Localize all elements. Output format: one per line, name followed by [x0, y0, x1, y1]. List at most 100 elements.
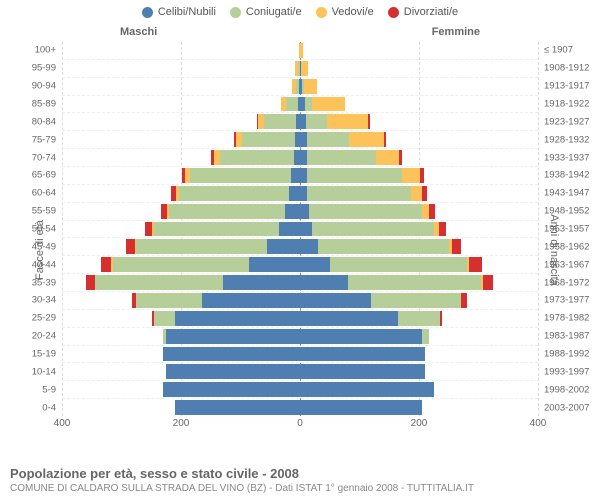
pyramid-row: 65-691938-1942: [62, 166, 538, 184]
birth-year-label: 1908-1912: [538, 63, 589, 74]
age-label: 30-34: [32, 295, 62, 306]
segment-ved: [300, 43, 303, 58]
age-label: 40-44: [32, 259, 62, 270]
birth-year-label: 1958-1962: [538, 241, 589, 252]
birth-year-label: 1983-1987: [538, 331, 589, 342]
segment-con: [348, 275, 482, 290]
segment-cel: [166, 329, 300, 344]
bar-right: [300, 114, 538, 129]
pyramid-row: 95-991908-1912: [62, 59, 538, 77]
x-tick-label: 400: [530, 418, 547, 429]
segment-cel: [285, 204, 300, 219]
pyramid-row: 20-241983-1987: [62, 327, 538, 345]
bar-right: [300, 97, 538, 112]
segment-con: [398, 311, 440, 326]
age-label: 5-9: [42, 384, 62, 395]
legend-label: Celibi/Nubili: [158, 6, 216, 18]
segment-div: [86, 275, 95, 290]
segment-con: [330, 257, 467, 272]
segment-ved: [312, 97, 345, 112]
segment-div: [440, 311, 442, 326]
segment-con: [154, 222, 279, 237]
segment-con: [179, 186, 289, 201]
segment-div: [483, 275, 494, 290]
bar-left: [62, 204, 300, 219]
bar-right: [300, 222, 538, 237]
bar-right: [300, 275, 538, 290]
age-label: 75-79: [32, 134, 62, 145]
segment-cel: [223, 275, 300, 290]
segment-div: [452, 239, 461, 254]
segment-con: [136, 239, 267, 254]
legend-item: Divorziati/e: [388, 6, 458, 18]
legend-label: Coniugati/e: [246, 6, 302, 18]
segment-ved: [411, 186, 422, 201]
legend-swatch: [316, 7, 327, 18]
pyramid-row: 55-591948-1952: [62, 202, 538, 220]
age-label: 55-59: [32, 206, 62, 217]
birth-year-label: 1928-1932: [538, 134, 589, 145]
pyramid-row: 25-291978-1982: [62, 309, 538, 327]
bar-right: [300, 400, 538, 415]
bar-left: [62, 400, 300, 415]
bar-right: [300, 382, 538, 397]
pyramid-row: 15-191988-1992: [62, 345, 538, 363]
pyramid-row: 0-42003-2007: [62, 398, 538, 416]
bar-left: [62, 114, 300, 129]
pyramid-row: 35-391968-1972: [62, 273, 538, 291]
segment-con: [312, 222, 434, 237]
segment-ved: [327, 114, 369, 129]
bar-right: [300, 239, 538, 254]
bar-left: [62, 79, 300, 94]
birth-year-label: 1988-1992: [538, 349, 589, 360]
x-axis-labels: 4002000200400: [62, 418, 538, 432]
age-label: 85-89: [32, 99, 62, 110]
birth-year-label: 1998-2002: [538, 384, 589, 395]
legend-item: Celibi/Nubili: [142, 6, 216, 18]
segment-cel: [175, 400, 300, 415]
segment-con: [242, 132, 296, 147]
legend-label: Divorziati/e: [404, 6, 458, 18]
legend-swatch: [142, 7, 153, 18]
bar-left: [62, 222, 300, 237]
segment-con: [318, 239, 449, 254]
pyramid-rows: 100+≤ 190795-991908-191290-941913-191785…: [62, 42, 538, 416]
segment-cel: [300, 186, 307, 201]
segment-cel: [300, 132, 307, 147]
segment-ved: [402, 168, 420, 183]
age-label: 50-54: [32, 224, 62, 235]
segment-cel: [300, 275, 348, 290]
bar-right: [300, 364, 538, 379]
bar-right: [300, 186, 538, 201]
pyramid-row: 10-141993-1997: [62, 362, 538, 380]
segment-ved: [304, 79, 317, 94]
pyramid-row: 5-91998-2002: [62, 380, 538, 398]
birth-year-label: 1913-1917: [538, 81, 589, 92]
segment-ved: [349, 132, 385, 147]
segment-ved: [301, 61, 308, 76]
segment-cel: [300, 329, 422, 344]
segment-div: [469, 257, 482, 272]
age-label: 95-99: [32, 63, 62, 74]
bar-left: [62, 364, 300, 379]
age-label: 25-29: [32, 313, 62, 324]
plot-area: 100+≤ 190795-991908-191290-941913-191785…: [62, 42, 538, 432]
segment-cel: [300, 400, 422, 415]
segment-cel: [300, 204, 309, 219]
segment-cel: [166, 364, 300, 379]
segment-div: [429, 204, 435, 219]
segment-cel: [300, 293, 371, 308]
legend: Celibi/NubiliConiugati/eVedovi/eDivorzia…: [0, 0, 600, 18]
segment-div: [384, 132, 386, 147]
pyramid-row: 40-441963-1967: [62, 255, 538, 273]
segment-cel: [300, 239, 318, 254]
birth-year-label: 1973-1977: [538, 295, 589, 306]
segment-cel: [300, 222, 312, 237]
birth-year-label: 2003-2007: [538, 402, 589, 413]
segment-con: [220, 150, 294, 165]
age-label: 100+: [35, 45, 62, 56]
chart-footer: Popolazione per età, sesso e stato civil…: [10, 466, 590, 494]
bar-right: [300, 43, 538, 58]
segment-cel: [300, 364, 425, 379]
segment-cel: [291, 168, 300, 183]
